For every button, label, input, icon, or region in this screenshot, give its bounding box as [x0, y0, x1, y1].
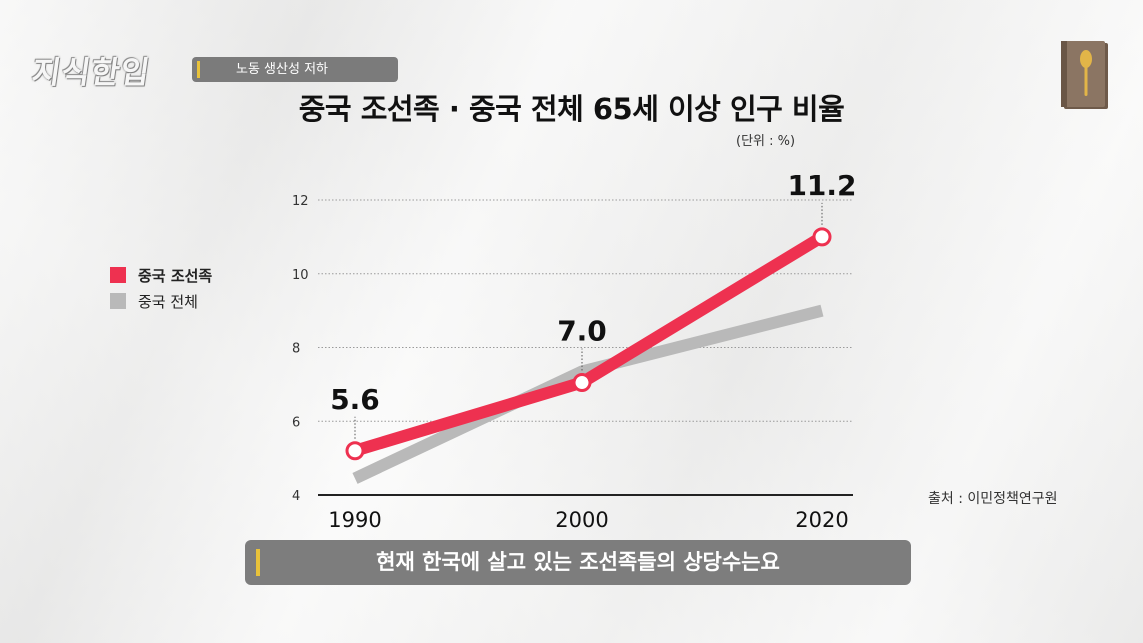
data-label-2000: 7.0 [557, 315, 607, 348]
x-tick-label-1990: 1990 [328, 508, 381, 532]
legend-label-china-total: 중국 전체 [138, 292, 198, 311]
y-tick-label-10: 10 [292, 268, 309, 283]
legend-item-joseonjok: 중국 조선족 [110, 262, 212, 288]
data-point-joseonjok-2020 [812, 227, 832, 247]
book-spoon-icon [1061, 41, 1108, 109]
topic-accent-bar [197, 61, 200, 78]
legend-swatch-joseonjok [110, 267, 126, 283]
x-tick-label-2020: 2020 [795, 508, 848, 532]
source-note: 출처 : 이민정책연구원 [928, 491, 1058, 507]
y-tick-label-8: 8 [292, 342, 300, 357]
y-tick-label-6: 6 [292, 415, 300, 430]
unit-label: (단위 : %) [736, 134, 796, 149]
caption-text: 현재 한국에 살고 있는 조선족들의 상당수는요 [376, 550, 780, 574]
y-tick-label-12: 12 [292, 194, 309, 209]
series-line-china-total [352, 304, 824, 484]
caption-accent-bar [256, 549, 260, 576]
chart-legend: 중국 조선족 중국 전체 [110, 262, 212, 314]
y-tick-label-4: 4 [292, 489, 300, 504]
subtitle-caption: 현재 한국에 살고 있는 조선족들의 상당수는요 [245, 540, 911, 585]
topic-badge: 노동 생산성 저하 [192, 57, 398, 82]
chart-title: 중국 조선족 · 중국 전체 65세 이상 인구 비율 [298, 92, 845, 126]
legend-item-china-total: 중국 전체 [110, 288, 212, 314]
data-label-1990: 5.6 [330, 383, 380, 416]
legend-swatch-china-total [110, 293, 126, 309]
data-point-joseonjok-2000 [572, 373, 592, 393]
legend-label-joseonjok: 중국 조선족 [138, 266, 213, 285]
x-tick-label-2000: 2000 [555, 508, 608, 532]
topic-label: 노동 생산성 저하 [236, 62, 328, 77]
data-label-2020: 11.2 [787, 169, 856, 202]
data-point-joseonjok-1990 [345, 441, 365, 461]
